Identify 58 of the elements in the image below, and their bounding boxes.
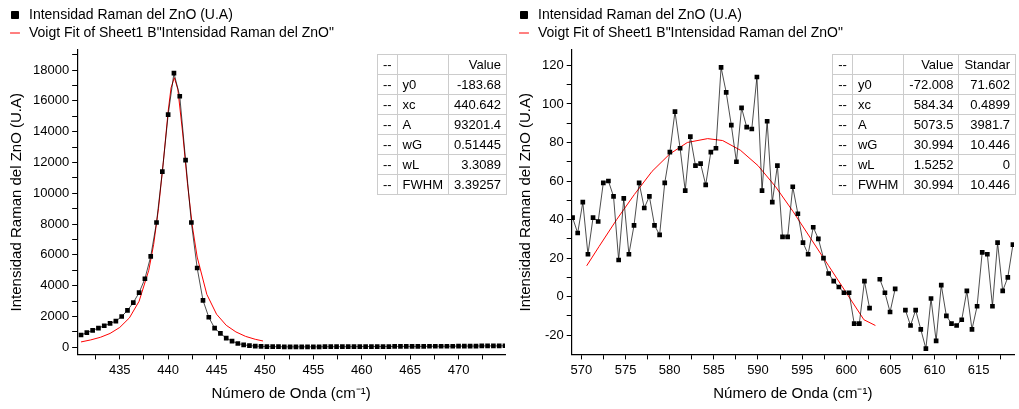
x-tick-label: 450 [254,361,276,377]
x-tick-label: 470 [447,361,470,377]
y-tick-label: 18000 [32,61,70,77]
x-axis-title: Número de Onda (cm⁻¹) [211,384,371,402]
text: -- y0 -183.68 [382,77,501,92]
legend-label: Intensidad Raman del ZnO (U.A) [29,5,233,22]
x-tick-label: 435 [108,361,131,377]
y-tick-label: 0 [61,338,70,354]
text: -- A 93201.4 [382,117,501,132]
y-tick-label: 80 [549,134,564,150]
y-tick-label: 6000 [40,246,70,262]
x-tick-label: 585 [702,361,725,377]
y-tick-label: 0 [556,288,564,304]
x-tick-label: 590 [747,361,769,377]
x-tick-label: 440 [157,361,179,377]
text: -- y0 -72.008 71.602 [838,77,1010,92]
y-tick-label: 2000 [40,308,70,324]
y-tick-label: 100 [541,95,564,111]
x-axis-title: Número de Onda (cm⁻¹) [713,384,873,402]
text: -- wG 30.994 10.446 [838,137,1010,152]
y-tick-label: 12000 [32,154,70,170]
y-tick-label: 10000 [32,184,70,200]
x-tick-label: 445 [205,361,228,377]
y-tick-label: -20 [544,326,564,342]
y-tick-label: 14000 [32,123,70,139]
annotation: -- FWHM 3.39257 [381,176,502,194]
text: -- wL 1.5252 0 [838,157,1010,172]
y-axis-title: Intensidad Raman del ZnO (U.A) [516,92,534,312]
text: -- xc 440.642 [382,97,501,112]
x-tick-label: 600 [835,361,858,377]
text: -- wG 0.51445 [382,137,501,152]
legend-label: Voigt Fit of Sheet1 B"Intensidad Raman del ZnO" [538,23,843,40]
x-tick-label: 570 [570,361,593,377]
legend-label: Intensidad Raman del ZnO (U.A) [538,5,742,22]
y-tick-label: 4000 [40,277,70,293]
x-tick-label: 615 [967,361,990,377]
y-tick-label: 60 [549,172,564,188]
y-tick-label: 16000 [32,92,70,108]
text: -- wL 3.3089 [382,157,501,172]
y-axis-title: Intensidad Raman del ZnO (U.A) [7,92,25,312]
text: -- A 5073.5 3981.7 [838,117,1010,132]
y-tick-label: 20 [549,249,564,265]
x-tick-label: 580 [658,361,681,377]
text: -- xc 584.34 0.4899 [838,97,1010,112]
text: -- Value Standar [838,57,1010,72]
y-tick-label: 40 [549,211,564,227]
x-tick-label: 455 [302,361,325,377]
x-tick-label: 610 [923,361,946,377]
x-tick-label: 465 [399,361,421,377]
text: -- Value [382,57,501,72]
y-tick-label: 120 [541,56,564,72]
x-tick-label: 605 [879,361,902,377]
x-tick-label: 575 [614,361,637,377]
text: -- FWHM 30.994 10.446 [838,177,1010,192]
legend-label: Voigt Fit of Sheet1 B"Intensidad Raman del ZnO" [29,23,334,40]
x-tick-label: 595 [791,361,813,377]
x-tick-label: 460 [350,361,373,377]
y-tick-label: 8000 [40,215,70,231]
